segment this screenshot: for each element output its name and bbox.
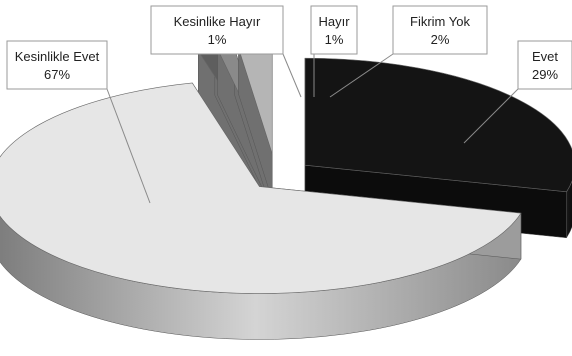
slice-category-label: Fikrim Yok [410,14,470,29]
callout-leader-line [463,88,519,144]
slice-value-label: 1% [208,32,227,47]
slice-value-label: 1% [325,32,344,47]
slice-category-label: Kesinlikle Evet [15,49,100,64]
slice-category-label: Kesinlike Hayır [174,14,261,29]
slice-value-label: 67% [44,67,70,82]
callout-box [392,5,488,55]
callout-kesinlike-hayir: Kesinlike Hayır 1% [150,5,302,98]
callout-kesinlikle-evet: Kesinlikle Evet 67% [6,40,151,204]
pie-slice-fikrim-yok [237,46,273,200]
callout-hayir: Hayır 1% [310,5,358,97]
slice-value-label: 2% [431,32,450,47]
callout-leader-line [106,88,151,204]
callout-box [150,5,284,55]
pie-slice-kesinlikle-evet [0,82,522,340]
slice-value-label: 29% [532,67,558,82]
callout-box [6,40,108,90]
callout-leader-line [329,53,394,98]
slice-category-label: Evet [532,49,558,64]
callout-box [310,5,358,55]
callout-leader-line [282,53,302,98]
callout-box [517,40,572,90]
callout-evet: Evet 29% [463,40,572,144]
callout-fikrim-yok: Fikrim Yok 2% [329,5,488,98]
slice-category-label: Hayır [318,14,350,29]
